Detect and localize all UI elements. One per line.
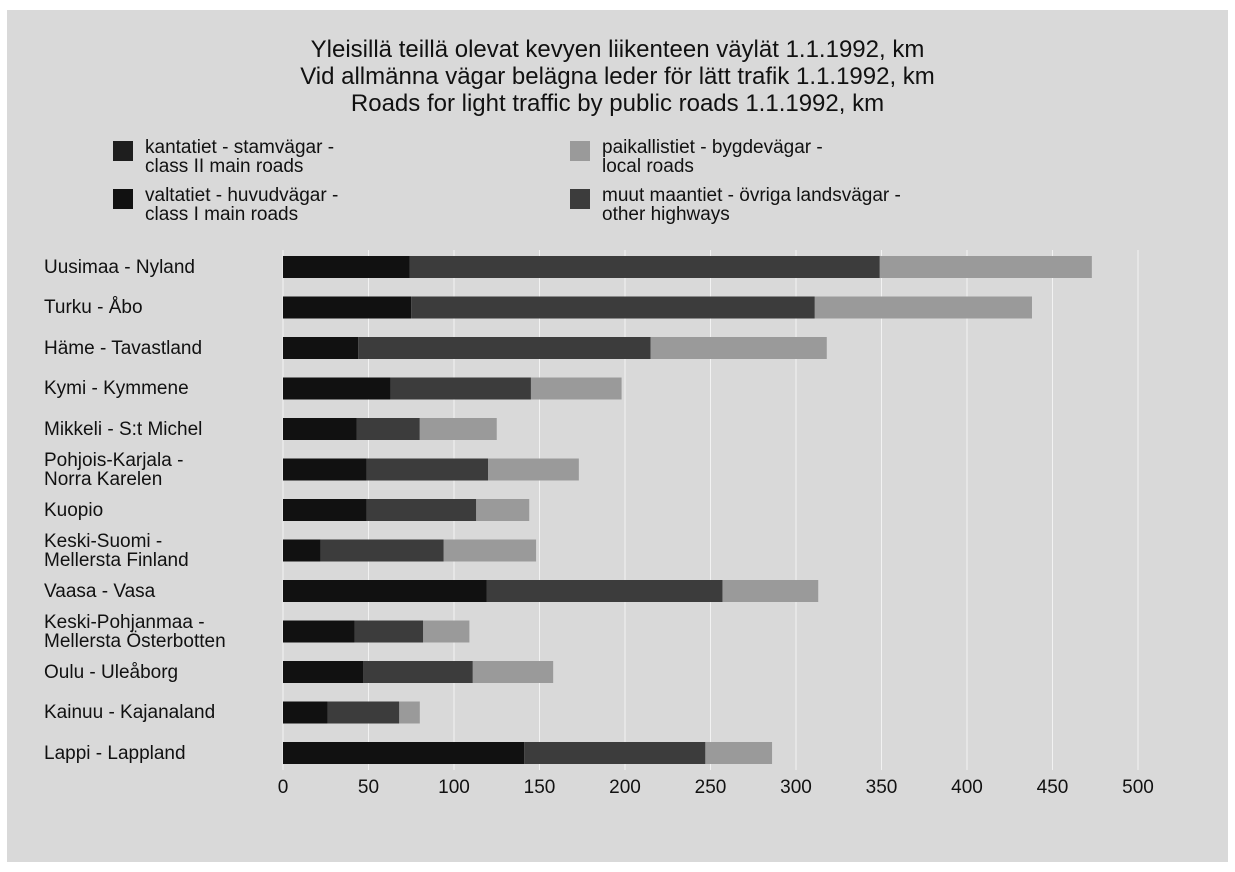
bar-segment <box>705 742 773 764</box>
y-tick-label: Keski-Suomi - Mellersta Finland <box>44 530 189 571</box>
bar-segment <box>486 580 723 602</box>
bar-segment <box>366 499 477 521</box>
bar-segment <box>472 661 554 683</box>
y-tick-label: Vaasa - Vasa <box>44 580 156 602</box>
bar-segment <box>650 337 827 359</box>
bar-segment <box>530 377 622 400</box>
bar-segment <box>283 377 391 400</box>
y-tick-label: Mikkeli - S:t Michel <box>44 418 203 440</box>
x-tick-label: 350 <box>866 777 898 798</box>
y-tick-label: Kuopio <box>44 499 104 521</box>
bar-segment <box>363 661 473 683</box>
legend-label: valtatiet - huvudvägar - class I main ro… <box>145 185 339 225</box>
bar-segment <box>283 296 412 319</box>
bar-segment <box>320 539 444 562</box>
bar-segment <box>283 499 367 521</box>
bar-segment <box>283 580 487 602</box>
bar-segment <box>524 742 706 764</box>
legend-swatch <box>113 189 133 209</box>
bar-segment <box>354 620 424 643</box>
bar-segment <box>283 742 525 764</box>
y-tick-label: Kainuu - Kajanaland <box>44 702 216 723</box>
legend-label: paikallistiet - bygdevägar - local roads <box>602 137 823 177</box>
bar-segment <box>419 418 497 440</box>
bar-segment <box>443 539 537 562</box>
legend-swatch <box>570 141 590 161</box>
x-tick-label: 100 <box>438 777 470 798</box>
bar-segment <box>488 458 579 481</box>
y-tick-label: Pohjois-Karjala - Norra Karelen <box>44 449 184 490</box>
bar-segment <box>283 661 364 683</box>
bar-segment <box>283 337 359 359</box>
legend-swatch <box>570 189 590 209</box>
legend-label: muut maantiet - övriga landsvägar - othe… <box>602 185 901 225</box>
bar-segment <box>283 539 321 562</box>
chart-title: Yleisillä teillä olevat kevyen liikentee… <box>300 36 935 117</box>
panel <box>7 10 1228 862</box>
x-tick-label: 50 <box>358 777 379 798</box>
x-tick-label: 250 <box>695 777 727 798</box>
bar-segment <box>327 701 400 724</box>
bar-segment <box>283 701 328 724</box>
y-tick-label: Häme - Tavastland <box>44 337 203 359</box>
y-tick-label: Kymi - Kymmene <box>44 378 189 399</box>
bar-segment <box>409 256 880 278</box>
bar-segment <box>366 458 489 481</box>
bar-segment <box>814 296 1032 319</box>
legend-swatch <box>113 141 133 161</box>
y-tick-label: Lappi - Lappland <box>44 742 186 764</box>
bar-segment <box>283 458 367 481</box>
y-tick-label: Uusimaa - Nyland <box>44 256 195 278</box>
bar-segment <box>390 377 531 400</box>
bar-segment <box>399 701 420 724</box>
bar-segment <box>476 499 530 521</box>
x-tick-label: 0 <box>278 777 289 798</box>
legend-label: kantatiet - stamvägar - class II main ro… <box>145 137 335 177</box>
bar-segment <box>283 256 410 278</box>
x-tick-label: 500 <box>1122 777 1154 798</box>
bar-segment <box>356 418 420 440</box>
x-tick-label: 450 <box>1037 777 1069 798</box>
bar-segment <box>722 580 819 602</box>
y-tick-label: Turku - Åbo <box>44 297 143 318</box>
bar-segment <box>283 620 355 643</box>
bar-segment <box>423 620 470 643</box>
x-tick-label: 400 <box>951 777 983 798</box>
x-tick-label: 300 <box>780 777 812 798</box>
bar-segment <box>283 418 357 440</box>
bar-segment <box>358 337 651 359</box>
y-tick-label: Keski-Pohjanmaa - Mellersta Österbotten <box>44 611 226 652</box>
bar-segment <box>879 256 1092 278</box>
x-tick-label: 200 <box>609 777 641 798</box>
bar-segment <box>411 296 815 319</box>
x-tick-label: 150 <box>524 777 556 798</box>
y-tick-label: Oulu - Uleåborg <box>44 661 179 683</box>
